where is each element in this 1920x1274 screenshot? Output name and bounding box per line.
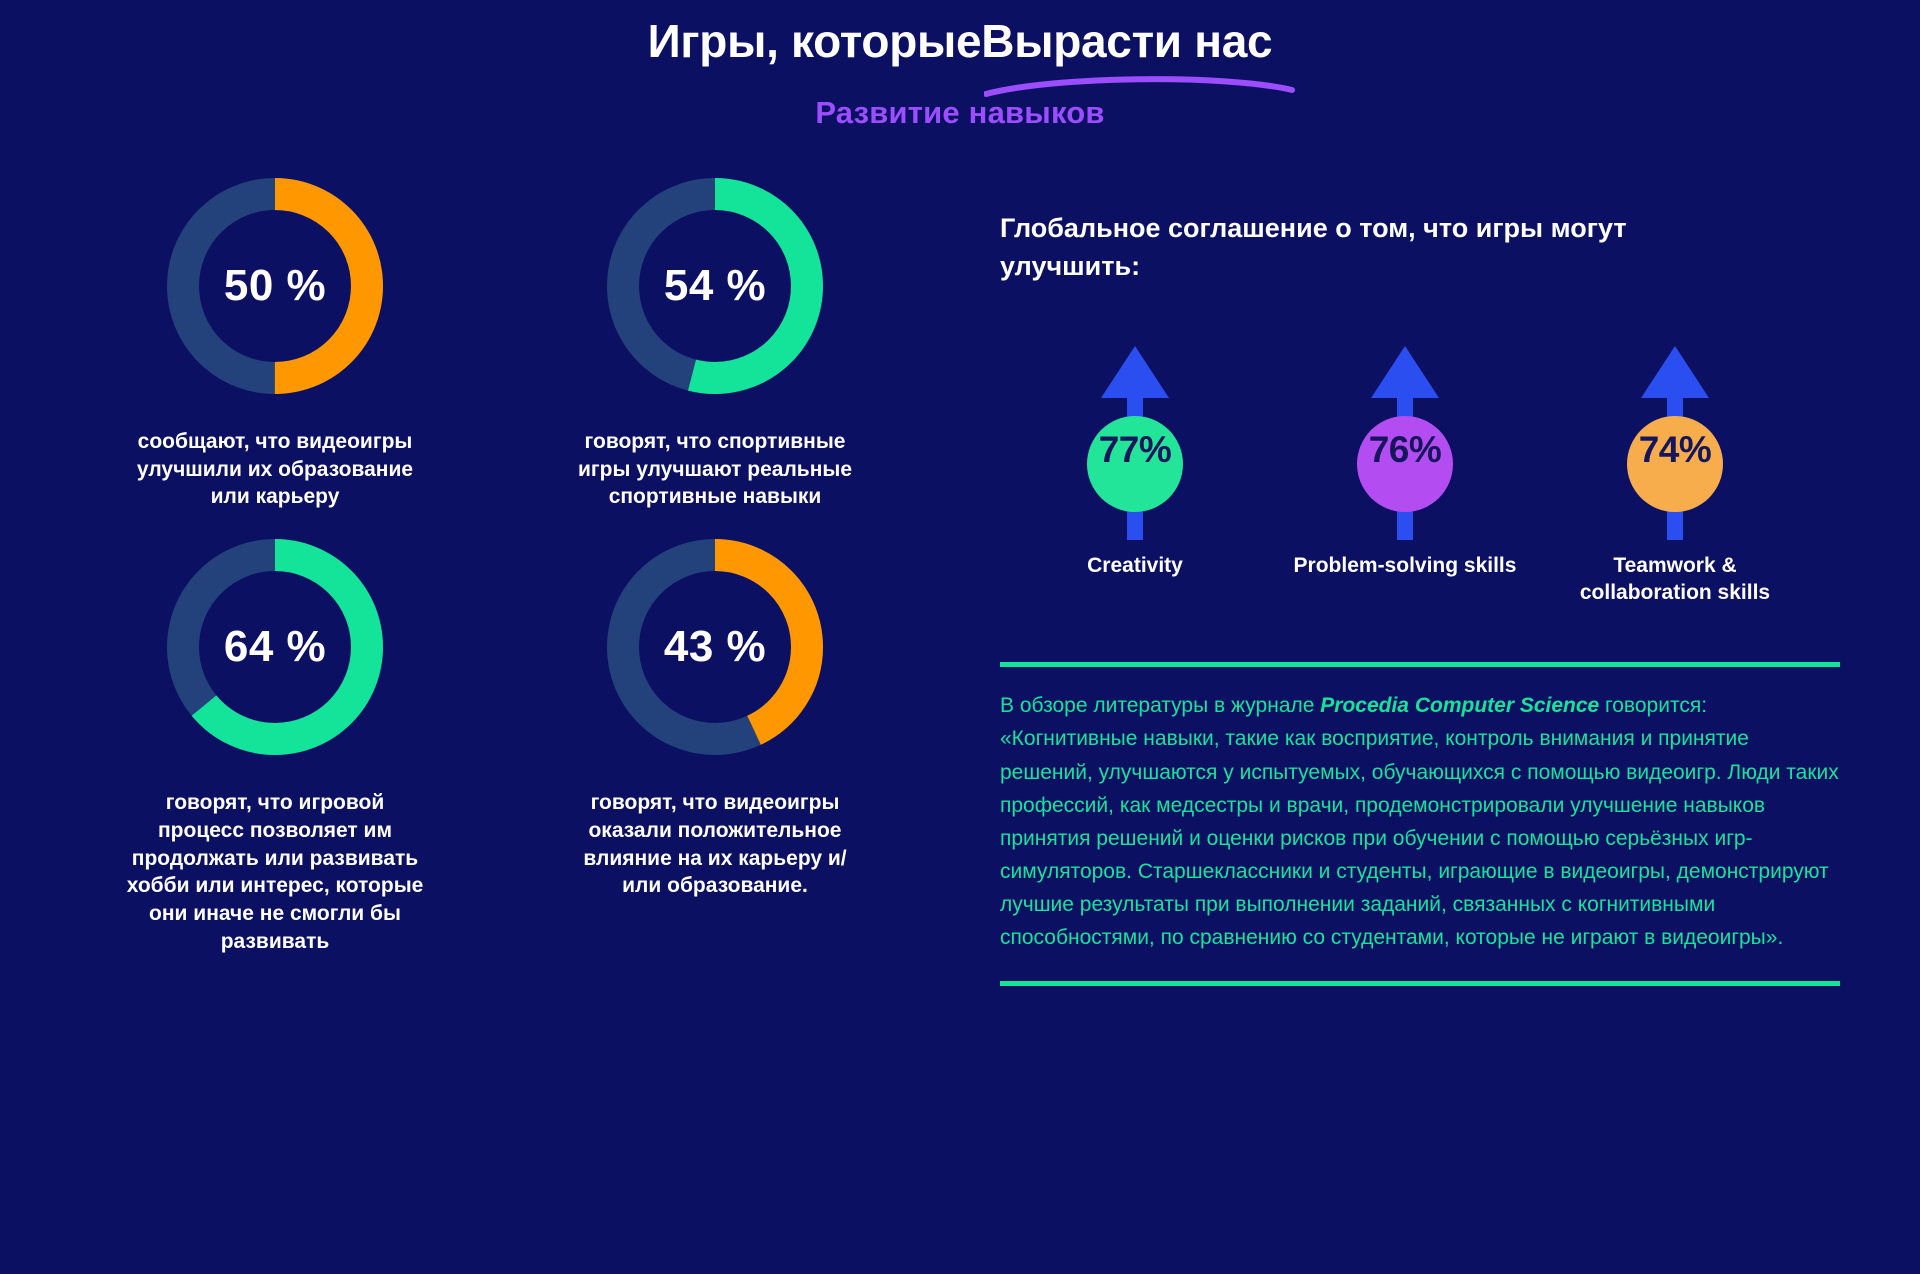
page-title: Игры, которыеВырасти нас [647, 15, 1295, 97]
donut-card: 50 % сообщают, что видеоигры улучшили их… [60, 170, 490, 511]
donut-grid: 50 % сообщают, что видеоигры улучшили их… [60, 170, 930, 955]
donut-card: 54 % говорят, что спортивные игры улучша… [500, 170, 930, 511]
donut-value: 43 % [663, 622, 767, 672]
content-area: 50 % сообщают, что видеоигры улучшили их… [0, 170, 1920, 1274]
quote-lead: В обзоре литературы в журнале [1000, 694, 1321, 718]
up-arrow-icon [1340, 342, 1470, 542]
agreement-panel: Глобальное соглашение о том, что игры мо… [930, 170, 1920, 1274]
donut-card: 64 % говорят, что игровой процесс позвол… [60, 531, 490, 955]
donut-panel: 50 % сообщают, что видеоигры улучшили их… [0, 170, 930, 1274]
donut-value: 54 % [663, 261, 767, 310]
donut-chart-2: 54 % [599, 170, 831, 402]
donut-chart-4: 43 % [599, 531, 831, 763]
quote-text: говорится: «Когнитивные навыки, такие ка… [1000, 694, 1839, 950]
page-title-part2: Вырасти нас [981, 15, 1273, 67]
quote-divider-bottom [1000, 980, 1840, 986]
agreement-items: 77% Creativity 76% Problem-solving skill… [1000, 342, 1840, 607]
up-arrow-icon [1610, 342, 1740, 542]
page-subtitle: Развитие навыков [815, 94, 1105, 130]
agreement-label: Problem-solving skills [1293, 553, 1517, 577]
agreement-heading: Глобальное соглашение о том, что игры мо… [1000, 213, 1627, 281]
donut-value: 50 % [223, 261, 327, 310]
donut-chart-1: 50 % [159, 170, 391, 402]
donut-caption: говорят, что игровой процесс позволяет и… [126, 791, 424, 953]
donut-caption: говорят, что спортивные игры улучшают ре… [577, 430, 853, 509]
donut-value: 64 % [223, 622, 327, 672]
quote-journal-name: Procedia Computer Science [1320, 694, 1600, 718]
donut-caption: говорят, что видеоигры оказали положител… [583, 791, 847, 898]
donut-chart-3: 64 % [159, 531, 391, 763]
quote-divider-top [1000, 662, 1840, 668]
page-title-part1: Игры, которые [647, 15, 982, 67]
up-arrow-icon [1070, 342, 1200, 542]
donut-caption: сообщают, что видеоигры улучшили их обра… [136, 430, 414, 509]
agreement-item-problem-solving: 76% Problem-solving skills [1270, 342, 1540, 607]
agreement-value: 76% [1368, 428, 1442, 470]
agreement-item-creativity: 77% Creativity [1000, 342, 1270, 607]
agreement-item-teamwork: 74% Teamwork & collaboration skills [1540, 342, 1810, 607]
page-header: Игры, которыеВырасти нас Развитие навыко… [0, 0, 1920, 131]
agreement-label: Teamwork & collaboration skills [1579, 553, 1771, 604]
quote-block: В обзоре литературы в журнале Procedia C… [1000, 689, 1840, 954]
agreement-value: 77% [1098, 428, 1172, 470]
agreement-label: Creativity [1087, 553, 1183, 577]
agreement-value: 74% [1638, 428, 1712, 470]
donut-card: 43 % говорят, что видеоигры оказали поло… [500, 531, 930, 955]
